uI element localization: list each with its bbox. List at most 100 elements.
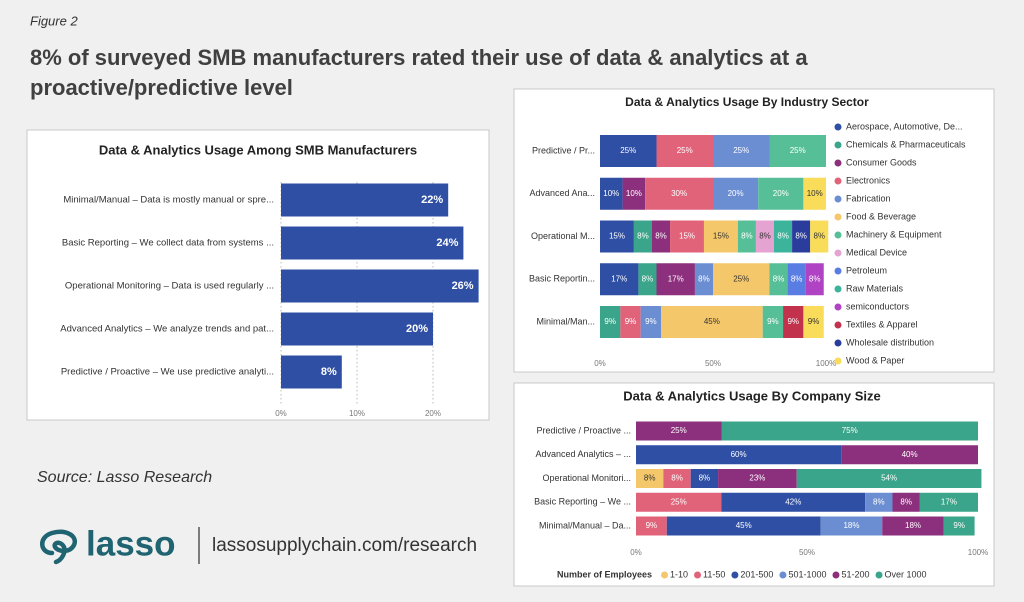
- bar-segment: [694, 263, 713, 296]
- x-tick-label: 50%: [799, 548, 815, 557]
- bar-segment: [792, 220, 811, 253]
- value-label: 15%: [679, 232, 695, 241]
- legend-swatch: [834, 159, 842, 167]
- y-tick-label: Advanced Analytics – We analyze trends a…: [60, 324, 274, 335]
- value-label: 45%: [736, 521, 752, 530]
- y-tick-label: Minimal/Manual – Da...: [539, 520, 631, 530]
- value-label: 25%: [733, 146, 749, 155]
- value-label: 40%: [902, 450, 918, 459]
- value-label: 8%: [637, 232, 649, 241]
- y-tick-label: Minimal/Manual – Data is mostly manual o…: [63, 195, 274, 206]
- bar-segment: [769, 263, 788, 296]
- legend-label: Wood & Paper: [846, 355, 904, 365]
- bar-segment: [721, 492, 866, 512]
- bar: [281, 312, 433, 346]
- legend-swatch: [731, 571, 739, 579]
- legend-swatch: [834, 195, 842, 203]
- value-label: 17%: [611, 274, 627, 283]
- legend-swatch: [779, 571, 787, 579]
- bar-segment: [841, 445, 978, 465]
- legend-label: 501-1000: [788, 569, 826, 579]
- bar-segment: [600, 263, 639, 296]
- value-label: 54%: [881, 474, 897, 483]
- value-label: 9%: [604, 317, 616, 326]
- legend-label: Aerospace, Automotive, De...: [846, 121, 963, 131]
- value-label: 30%: [671, 189, 687, 198]
- x-tick-label: 0%: [594, 359, 606, 368]
- y-tick-label: Operational Monitoring – Data is used re…: [65, 281, 274, 292]
- logo-text: lasso: [86, 524, 176, 563]
- value-label: 9%: [645, 317, 657, 326]
- legend-swatch: [832, 571, 840, 579]
- y-tick-label: Basic Reportin...: [529, 274, 595, 284]
- y-tick-label: Operational M...: [531, 231, 595, 241]
- figure-label: Figure 2: [30, 13, 78, 28]
- value-label: 9%: [625, 317, 637, 326]
- bar-segment: [796, 469, 982, 488]
- legend-swatch: [834, 267, 842, 275]
- bar-segment: [820, 516, 883, 536]
- legend-label: Petroleum: [846, 265, 887, 275]
- bar-segment: [636, 516, 667, 536]
- value-label: 18%: [843, 521, 859, 530]
- value-label: 9%: [787, 317, 799, 326]
- value-label: 25%: [677, 146, 693, 155]
- bar-segment: [758, 177, 804, 210]
- legend-swatch: [834, 177, 842, 185]
- legend-swatch: [834, 339, 842, 347]
- y-tick-label: Advanced Ana...: [529, 188, 595, 198]
- x-tick-label: 50%: [705, 359, 721, 368]
- source: Source: Lasso Research: [37, 469, 212, 486]
- legend-label: Consumer Goods: [846, 157, 917, 167]
- value-label: 10%: [626, 189, 642, 198]
- bar-segment: [640, 306, 662, 338]
- value-label: 26%: [452, 280, 474, 292]
- legend-swatch: [694, 571, 702, 579]
- value-label: 8%: [644, 474, 656, 483]
- legend-label: Over 1000: [885, 569, 927, 579]
- bar-segment: [670, 220, 704, 253]
- value-label: 42%: [785, 497, 801, 506]
- bar-segment: [713, 177, 759, 210]
- logo-swirl: [40, 529, 77, 565]
- legend-swatch: [834, 321, 842, 329]
- bar-segment: [600, 220, 634, 253]
- bar-segment: [703, 220, 738, 253]
- bar-segment: [656, 135, 713, 167]
- value-label: 9%: [767, 317, 779, 326]
- legend-label: Fabrication: [846, 193, 891, 203]
- value-label: 17%: [668, 274, 684, 283]
- value-label: 8%: [671, 474, 683, 483]
- legend-label: 11-50: [703, 569, 725, 579]
- bar-segment: [762, 306, 784, 338]
- legend-title: Number of Employees: [557, 569, 652, 579]
- bar: [281, 355, 342, 389]
- bar-segment: [636, 469, 664, 488]
- bar-segment: [810, 220, 829, 253]
- value-label: 25%: [790, 146, 806, 155]
- bar-segment: [755, 220, 775, 253]
- bar-segment: [713, 135, 770, 167]
- value-label: 8%: [741, 232, 753, 241]
- x-tick-label: 0%: [275, 409, 287, 418]
- bar-segment: [721, 421, 978, 441]
- legend-swatch: [834, 213, 842, 221]
- value-label: 17%: [941, 497, 957, 506]
- value-label: 8%: [900, 497, 912, 506]
- legend-label: 51-200: [841, 569, 869, 579]
- value-label: 22%: [421, 194, 443, 206]
- bar-segment: [783, 306, 804, 338]
- bar-segment: [769, 135, 826, 167]
- bar: [281, 183, 449, 217]
- bar-segment: [636, 492, 722, 512]
- value-label: 9%: [646, 521, 658, 530]
- value-label: 18%: [905, 521, 921, 530]
- value-label: 10%: [603, 189, 619, 198]
- bar-segment: [774, 220, 793, 253]
- legend-swatch: [834, 249, 842, 257]
- bar: [281, 226, 464, 260]
- bar-segment: [636, 445, 842, 465]
- x-tick-label: 100%: [968, 548, 988, 557]
- value-label: 20%: [406, 323, 428, 335]
